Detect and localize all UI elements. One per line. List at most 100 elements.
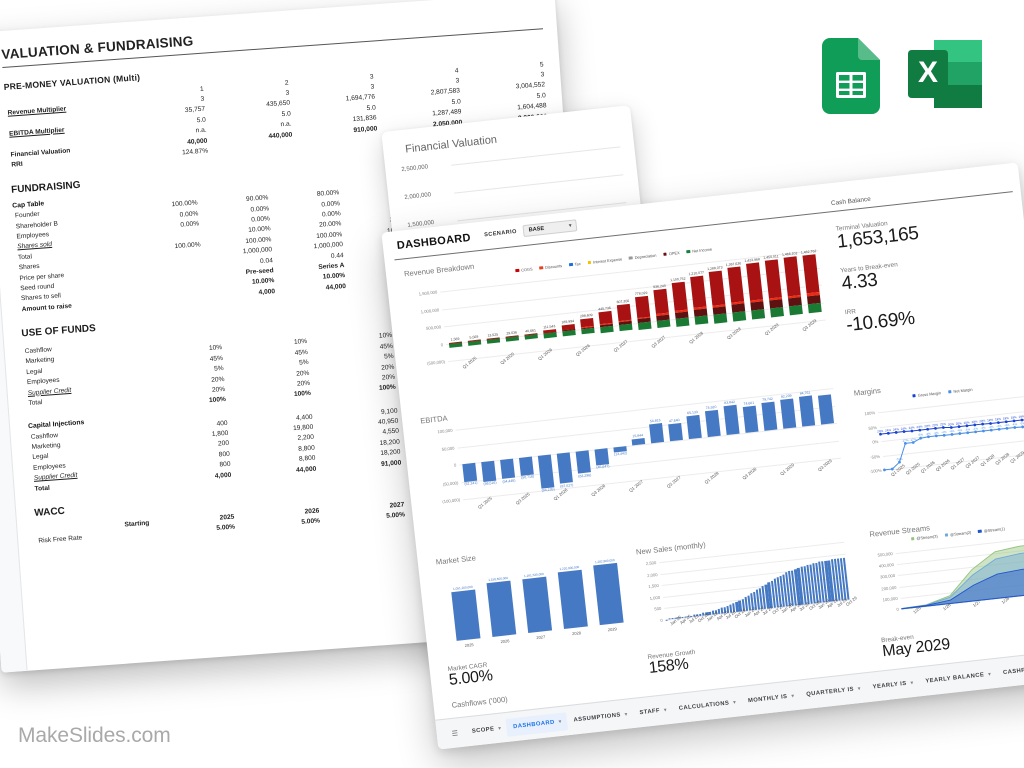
bar [557,452,573,485]
bar [486,580,516,637]
bar-data-label: (13,442) [613,451,628,457]
y-axis-tick: 500,000 [425,324,442,331]
tab-staff[interactable]: STAFF ▾ [632,700,673,722]
gridline [445,302,824,345]
legend-label: Tax [574,261,581,267]
tab-label: CASHFLOW [1002,665,1024,676]
chevron-down-icon[interactable]: ▾ [732,699,737,706]
chevron-down-icon[interactable]: ▾ [857,685,862,692]
bar [481,460,496,482]
tab-dashboard[interactable]: DASHBOARD ▾ [505,711,568,737]
revenue-streams-chart: 500,000 400,000 300,000 200,000 100,000 0 1/25… [871,529,1024,632]
legend-swatch [947,389,952,394]
x-axis-tick: Q3 2027 [650,334,667,349]
x-axis-tick: 2027 [536,634,546,641]
bar-segment-net-income [694,315,709,326]
chevron-down-icon[interactable]: ▾ [663,706,668,714]
bar [761,401,777,431]
gridline [454,174,624,194]
bar-data-label: (50,716) [520,474,535,481]
bar [686,415,702,440]
tab-assumptions[interactable]: ASSUMPTIONS ▾ [566,705,634,730]
panel-new-sales: New Sales (monthly) 2,500 2,000 1,500 1,000… [636,524,861,677]
bar-segment-net-income [789,305,803,316]
bar-segment-net-income [675,317,690,327]
x-axis-tick: Q1 2027 [612,338,629,353]
y-axis-tick: 1,000 [649,594,661,601]
tab-yearly-is[interactable]: YEARLY IS ▾ [865,673,920,697]
gridline [459,422,838,466]
chevron-down-icon[interactable]: ▾ [497,725,502,732]
chevron-down-icon[interactable]: ▾ [791,692,795,699]
bar-segment-net-income [770,307,784,318]
legend-item: OPEX [663,250,680,257]
tab-label: YEARLY IS [872,680,907,690]
dashboard-sheet[interactable]: DASHBOARD SCENARIO BASE ▾ Revenue Breakd… [381,162,1024,750]
legend-swatch [944,533,949,537]
x-axis-tick: Q1 2028 [688,330,705,345]
ebitda-chart: 100,000 50,000 0 (50,000) (100,000) (51,141) (… [421,381,850,534]
tab-scope[interactable]: SCOPE ▾ [464,719,507,741]
bar-segment-net-income [562,330,576,337]
scenario-control[interactable]: SCENARIO BASE ▾ [483,219,578,241]
gridline [444,284,822,328]
y-axis-tick: 100,000 [437,427,453,435]
chevron-down-icon: ▾ [568,222,572,230]
microsoft-excel-icon: X [906,38,984,110]
bar [538,454,554,489]
tab-monthly-is[interactable]: MONTHLY IS ▾ [740,686,800,710]
bar-segment-net-income [713,313,728,324]
y-axis-tick: 2,500 [645,560,657,567]
y-axis-tick: 1,500,000 [418,289,438,297]
tab-cashflow[interactable]: CASHFLOW▾ [995,658,1024,682]
bar-segment-net-income [524,334,538,341]
bar [598,311,613,328]
dashboard-title: DASHBOARD [396,231,472,253]
bar-segment-net-income [732,311,747,322]
scenario-label: SCENARIO [483,228,518,239]
tab-label: YEARLY BALANCE [925,671,985,685]
chevron-down-icon[interactable]: ▾ [624,711,628,718]
tab-yearly-balance[interactable]: YEARLY BALANCE ▾ [917,664,997,690]
tab-quarterly-is[interactable]: QUARTERLY IS ▾ [798,679,866,704]
y-axis-tick: 2,500,000 [401,164,429,174]
bar [764,259,783,309]
legend-swatch [539,265,544,270]
all-sheets-icon[interactable]: ☰ [451,729,459,738]
chevron-down-icon[interactable]: ▾ [987,670,992,678]
tab-label: MONTHLY IS [747,693,788,704]
kpi-terminal-valuation: Terminal Valuation 1,653,165 [835,207,1013,254]
bar [727,266,746,313]
bar [746,262,765,311]
bar-segment-net-income [637,321,652,330]
bar [522,576,552,633]
tab-label: DASHBOARD [512,719,556,730]
legend-swatch [515,268,520,273]
scenario-value: BASE [528,225,545,234]
chevron-down-icon[interactable]: ▾ [910,679,914,686]
bar-segment-net-income [600,326,614,334]
chevron-down-icon[interactable]: ▾ [558,718,562,725]
bar [690,275,708,318]
x-axis-tick: 2028 [571,630,582,637]
scenario-dropdown[interactable]: BASE ▾ [522,219,578,238]
margins-lines [879,418,1024,472]
x-axis-tick: Q3 2028 [726,326,743,341]
bar-segment-cogs [802,254,820,294]
market-size-chart: 1,051,200,000 2025 1,158,600,000 2026 1,161,… [437,548,636,660]
x-axis-tick: Q3 2026 [575,342,592,358]
y-axis-tick: 0 [660,617,663,623]
tab-calculations[interactable]: CALCULATIONS ▾ [671,693,742,719]
legend-label: Net Margin [953,386,973,394]
bar-segment-net-income [505,336,520,343]
legend-label: Discounts [544,263,563,270]
legend-swatch [910,536,915,541]
y-axis-tick: 500 [654,606,662,612]
x-axis-tick: 2025 [464,642,474,649]
revenue-streams-areas [901,542,1024,610]
cashflows-label-wrap: Cashflows ('000) [451,695,508,712]
legend-item: COGS [515,266,533,273]
bar [743,405,759,433]
gridline [461,440,840,483]
